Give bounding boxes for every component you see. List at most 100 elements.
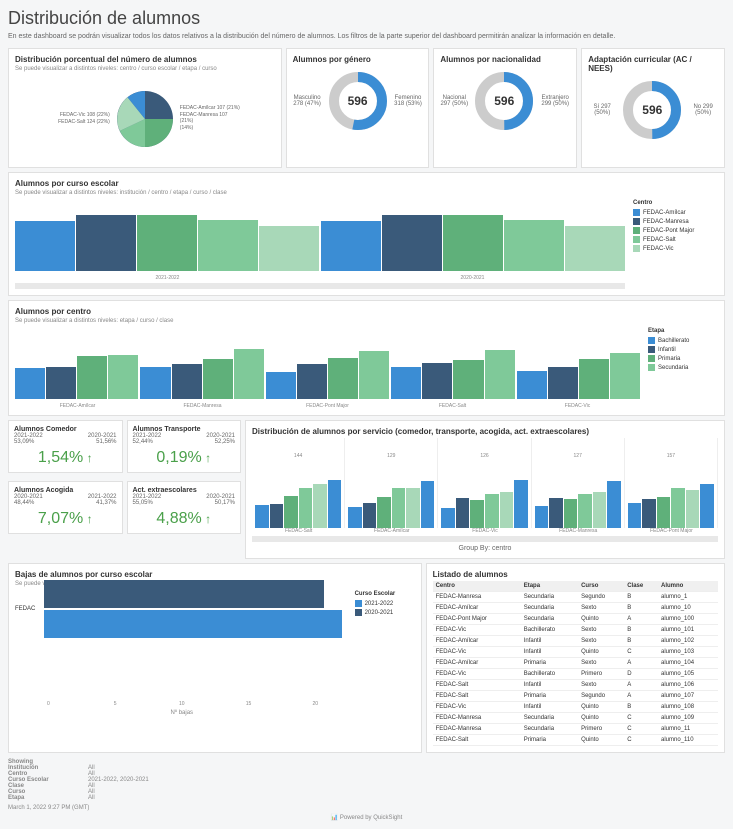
donut-label-right: Extranjero 299 (50%) — [540, 95, 570, 107]
table-header[interactable]: Clase — [624, 581, 658, 592]
legend-item[interactable]: Secundaria — [648, 364, 718, 371]
card-title: Alumnos por curso escolar — [15, 179, 718, 188]
kpi-title: Act. extraescolares — [133, 487, 236, 494]
table-row[interactable]: FEDAC-VicInfantilQuintoCalumno_103 — [433, 647, 718, 658]
table-row[interactable]: FEDAC-AmílcarSecundariaSextoBalumno_10 — [433, 603, 718, 614]
donut-label-left: Masculino 278 (47%) — [293, 95, 322, 107]
donut-label-right: No 299 (50%) — [688, 104, 718, 116]
page-subtitle: En este dashboard se podrán visualizar t… — [8, 33, 725, 40]
donut-chart[interactable]: 596 — [474, 71, 534, 131]
legend-item[interactable]: FEDAC-Amílcar — [633, 209, 718, 216]
hbar-chart[interactable]: FEDAC — [15, 591, 349, 701]
card-title: Listado de alumnos — [433, 570, 718, 579]
legend-title: Centro — [633, 200, 718, 206]
card-subtitle: Se puede visualizar a distintos niveles:… — [15, 66, 275, 72]
card-servicio: Distribución de alumnos por servicio (co… — [245, 420, 725, 559]
donut-value: 596 — [494, 94, 514, 108]
table-row[interactable]: FEDAC-ManresaSecundariaQuintoCalumno_109 — [433, 713, 718, 724]
page-title: Distribución de alumnos — [8, 8, 725, 29]
table-header[interactable]: Centro — [433, 581, 521, 592]
table-header[interactable]: Etapa — [521, 581, 578, 592]
donut-label-right: Femenino 318 (53%) — [394, 95, 423, 107]
table-row[interactable]: FEDAC-AmílcarInfantilSextoBalumno_102 — [433, 636, 718, 647]
scrollbar[interactable] — [252, 536, 718, 542]
card-bajas: Bajas de alumnos por curso escolar Se pu… — [8, 563, 422, 753]
card-nacionalidad: Alumnos por nacionalidad Nacional 297 (5… — [433, 48, 577, 168]
data-table[interactable]: CentroEtapaCursoClaseAlumno FEDAC-Manres… — [433, 581, 718, 746]
kpi-value: 4,88% — [133, 510, 236, 528]
card-title: Alumnos por género — [293, 55, 423, 64]
table-row[interactable]: FEDAC-Pont MajorSecundariaQuintoAalumno_… — [433, 614, 718, 625]
kpi-title: Alumnos Comedor — [14, 426, 117, 433]
powered-by: 📊 Powered by QuickSight — [8, 814, 725, 821]
pie-label: FEDAC-Amílcar 107 (21%) — [180, 105, 240, 111]
table-row[interactable]: FEDAC-SaltInfantilSextoAalumno_106 — [433, 680, 718, 691]
legend-title: Curso Escolar — [355, 591, 415, 597]
donut-chart[interactable]: 596 — [328, 71, 388, 131]
table-row[interactable]: FEDAC-VicBachilleratoSextoBalumno_101 — [433, 625, 718, 636]
axis-title: Nº bajas — [15, 710, 349, 716]
legend-item[interactable]: FEDAC-Vic — [633, 245, 718, 252]
kpi-comedor: Alumnos Comedor 2021-20222020-2021 53,09… — [8, 420, 123, 473]
card-listado: Listado de alumnos CentroEtapaCursoClase… — [426, 563, 725, 753]
bar-chart[interactable] — [15, 200, 625, 275]
scrollbar[interactable] — [15, 283, 625, 289]
card-genero: Alumnos por género Masculino 278 (47%) 5… — [286, 48, 430, 168]
card-title: Distribución porcentual del número de al… — [15, 55, 275, 64]
table-row[interactable]: FEDAC-SaltPrimariaQuintoCalumno_110 — [433, 735, 718, 746]
card-title: Alumnos por centro — [15, 307, 718, 316]
card-subtitle: Se puede visualizar a distintos niveles:… — [15, 318, 718, 324]
group-by-label: Group By: centro — [252, 545, 718, 552]
filter-summary: ShowingInstituciónAllCentroAllCurso Esco… — [8, 759, 725, 811]
card-title: Distribución de alumnos por servicio (co… — [252, 427, 718, 436]
legend-item[interactable]: Primaria — [648, 355, 718, 362]
timestamp: March 1, 2022 9:27 PM (GMT) — [8, 805, 725, 811]
donut-value: 596 — [348, 94, 368, 108]
kpi-title: Alumnos Transporte — [133, 426, 236, 433]
combo-chart[interactable]: 144129126127157 — [252, 438, 718, 528]
legend-item[interactable]: FEDAC-Salt — [633, 236, 718, 243]
table-row[interactable]: FEDAC-ManresaSecundariaPrimeroCalumno_11 — [433, 724, 718, 735]
card-dist-porcentual: Distribución porcentual del número de al… — [8, 48, 282, 168]
kpi-acogida: Alumnos Acogida 2020-20212021-2022 48,44… — [8, 481, 123, 534]
pie-label: FEDAC-Manresa 107 (21%) — [180, 112, 240, 124]
card-por-centro: Alumnos por centro Se puede visualizar a… — [8, 300, 725, 416]
legend-item[interactable]: 2021-2022 — [355, 600, 415, 607]
card-title: Bajas de alumnos por curso escolar — [15, 570, 415, 579]
table-row[interactable]: FEDAC-VicBachilleratoPrimeroDalumno_105 — [433, 669, 718, 680]
kpi-value: 0,19% — [133, 449, 236, 467]
legend-title: Etapa — [648, 328, 718, 334]
legend-item[interactable]: 2020-2021 — [355, 609, 415, 616]
kpi-value: 7,07% — [14, 510, 117, 528]
pie-label: FEDAC-Vic 108 (22%) — [50, 112, 110, 118]
legend-item[interactable]: Infantil — [648, 346, 718, 353]
pie-chart[interactable] — [110, 84, 180, 154]
card-adaptacion: Adaptación curricular (AC / NEES) Sí 297… — [581, 48, 725, 168]
bar-chart[interactable] — [15, 328, 640, 403]
table-row[interactable]: FEDAC-ManresaSecundariaSegundoBalumno_1 — [433, 592, 718, 603]
donut-chart[interactable]: 596 — [622, 80, 682, 140]
donut-value: 596 — [642, 103, 662, 117]
kpi-title: Alumnos Acogida — [14, 487, 117, 494]
legend-item[interactable]: Bachillerato — [648, 337, 718, 344]
table-row[interactable]: FEDAC-SaltPrimariaSegundoAalumno_107 — [433, 691, 718, 702]
legend-item[interactable]: FEDAC-Pont Major — [633, 227, 718, 234]
pie-label: FEDAC-Salt 124 (22%) — [50, 119, 110, 125]
table-row[interactable]: FEDAC-VicInfantilQuintoBalumno_108 — [433, 702, 718, 713]
donut-label-left: Sí 297 (50%) — [588, 104, 616, 116]
hbar-label: FEDAC — [15, 606, 40, 612]
card-title: Adaptación curricular (AC / NEES) — [588, 55, 718, 73]
kpi-transporte: Alumnos Transporte 2021-20222020-2021 52… — [127, 420, 242, 473]
kpi-extra: Act. extraescolares 2021-20222020-2021 5… — [127, 481, 242, 534]
kpi-value: 1,54% — [14, 449, 117, 467]
card-subtitle: Se puede visualizar a distintos niveles:… — [15, 190, 718, 196]
pie-label: (14%) — [180, 125, 240, 131]
legend-item[interactable]: FEDAC-Manresa — [633, 218, 718, 225]
axis-label: 2021-2022 — [15, 275, 320, 281]
table-header[interactable]: Curso — [578, 581, 624, 592]
table-header[interactable]: Alumno — [658, 581, 718, 592]
donut-label-left: Nacional 297 (50%) — [440, 95, 468, 107]
table-row[interactable]: FEDAC-AmílcarPrimariaSextoAalumno_104 — [433, 658, 718, 669]
card-curso-escolar: Alumnos por curso escolar Se puede visua… — [8, 172, 725, 296]
axis-label: 2020-2021 — [320, 275, 625, 281]
